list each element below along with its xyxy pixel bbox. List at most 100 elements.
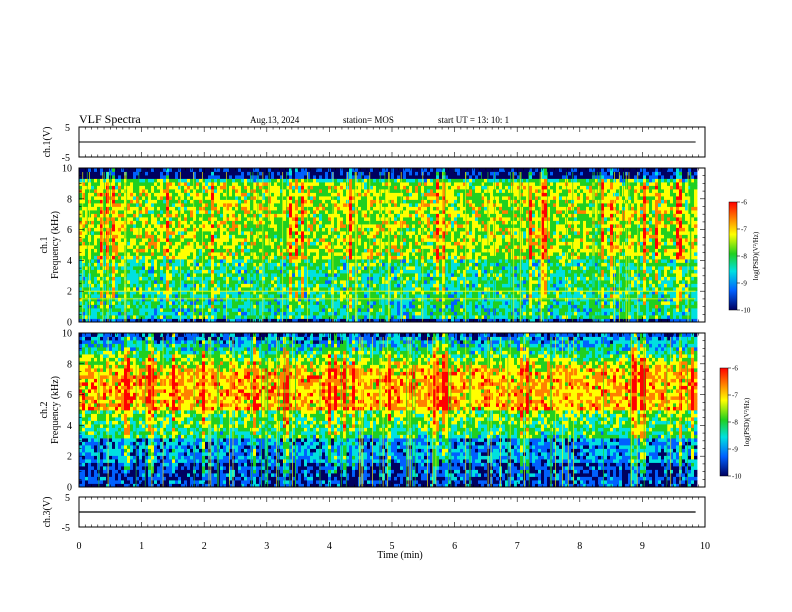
spectrogram-cell — [172, 248, 176, 253]
spectrogram-cell — [361, 252, 365, 256]
spectrogram-cell — [382, 185, 386, 190]
spectrogram-cell — [322, 255, 326, 260]
spectrogram-cell — [358, 224, 362, 228]
spectrogram-cell — [364, 217, 368, 221]
spectrogram-cell — [199, 311, 203, 316]
spectrogram-cell — [403, 290, 407, 295]
spectrogram-cell — [322, 224, 326, 228]
spectrogram-cell — [235, 175, 239, 179]
spectrogram-cell — [154, 248, 158, 253]
spectrogram-cell — [130, 213, 134, 218]
spectrogram-cell — [388, 196, 392, 200]
spectrogram-cell — [376, 217, 380, 221]
spectrogram-cell — [313, 203, 317, 207]
spectrogram-cell — [268, 308, 272, 312]
spectrogram-cell — [292, 297, 296, 302]
spectrogram-cell — [316, 171, 320, 176]
spectrogram-cell — [232, 252, 236, 256]
spectrogram-cell — [94, 189, 98, 193]
spectrogram-cell — [139, 301, 143, 305]
spectrogram-cell — [382, 297, 386, 302]
spectrogram-cell — [121, 206, 125, 211]
spectrogram-cell — [220, 213, 224, 218]
spectrogram-cell — [394, 168, 398, 172]
spectrogram-cell — [304, 283, 308, 288]
spectrogram-cell — [334, 192, 338, 197]
spectrogram-cell — [367, 297, 371, 302]
spectrogram-cell — [115, 252, 119, 256]
spectrogram-cell — [172, 189, 176, 193]
spectrogram-cell — [283, 196, 287, 200]
spectrogram-cell — [235, 189, 239, 193]
spectrogram-cell — [127, 259, 131, 263]
spectrogram-cell — [148, 234, 152, 239]
spectrogram-cell — [121, 227, 125, 232]
spectrogram-cell — [250, 238, 254, 242]
spectrogram-cell — [181, 234, 185, 239]
spectrogram-cell — [259, 220, 263, 225]
spectrogram-cell — [373, 252, 377, 256]
spectrogram-cell — [397, 245, 401, 249]
spectrogram-cell — [166, 175, 170, 179]
spectrogram-cell — [307, 175, 311, 179]
spectrogram-cell — [91, 269, 95, 274]
spectrogram-cell — [343, 238, 347, 242]
spectrogram-cell — [181, 206, 185, 211]
spectrogram-cell — [121, 301, 125, 305]
spectrogram-cell — [304, 199, 308, 204]
spectrogram-cell — [283, 294, 287, 298]
spectrogram-cell — [349, 224, 353, 228]
spectrogram-cell — [244, 304, 248, 309]
spectrogram-cell — [247, 199, 251, 204]
spectrogram-cell — [313, 290, 317, 295]
spectrogram-cell — [136, 318, 140, 322]
spectrogram-cell — [94, 227, 98, 232]
spectrogram-cell — [94, 301, 98, 305]
spectrogram-cell — [277, 315, 281, 319]
spectrogram-cell — [292, 171, 296, 176]
spectrogram-cell — [259, 210, 263, 214]
spectrogram-cell — [352, 231, 356, 235]
spectrogram-cell — [127, 266, 131, 270]
spectrogram-cell — [295, 297, 299, 302]
spectrogram-cell — [361, 171, 365, 176]
spectrogram-cell — [391, 231, 395, 235]
spectrogram-cell — [127, 280, 131, 284]
spectrogram-cell — [271, 269, 275, 274]
spectrogram-cell — [343, 206, 347, 211]
spectrogram-cell — [400, 178, 404, 183]
spectrogram-cell — [211, 210, 215, 214]
spectrogram-cell — [91, 262, 95, 267]
spectrogram-cell — [142, 311, 146, 316]
spectrogram-cell — [325, 269, 329, 274]
spectrogram-cell — [160, 238, 164, 242]
spectrogram-cell — [364, 252, 368, 256]
spectrogram-cell — [148, 238, 152, 242]
spectrogram-cell — [145, 203, 149, 207]
spectrogram-cell — [199, 283, 203, 288]
spectrogram-cell — [178, 217, 182, 221]
spectrogram-cell — [274, 266, 278, 270]
spectrogram-cell — [340, 192, 344, 197]
spectrogram-cell — [283, 304, 287, 309]
spectrogram-cell — [304, 234, 308, 239]
spectrogram-cell — [376, 185, 380, 190]
spectrogram-cell — [112, 185, 116, 190]
spectrogram-cell — [118, 206, 122, 211]
spectrogram-cell — [265, 245, 269, 249]
spectrogram-cell — [187, 231, 191, 235]
spectrogram-cell — [214, 294, 218, 298]
spectrogram-cell — [184, 234, 188, 239]
spectrogram-cell — [235, 199, 239, 204]
spectrogram-cell — [175, 224, 179, 228]
spectrogram-cell — [151, 273, 155, 277]
spectrogram-cell — [340, 241, 344, 246]
spectrogram-cell — [295, 304, 299, 309]
spectrogram-cell — [373, 231, 377, 235]
spectrogram-cell — [316, 315, 320, 319]
spectrogram-cell — [100, 266, 104, 270]
spectrogram-cell — [268, 290, 272, 295]
spectrogram-cell — [337, 178, 341, 183]
spectrogram-cell — [142, 178, 146, 183]
spectrogram-cell — [163, 280, 167, 284]
